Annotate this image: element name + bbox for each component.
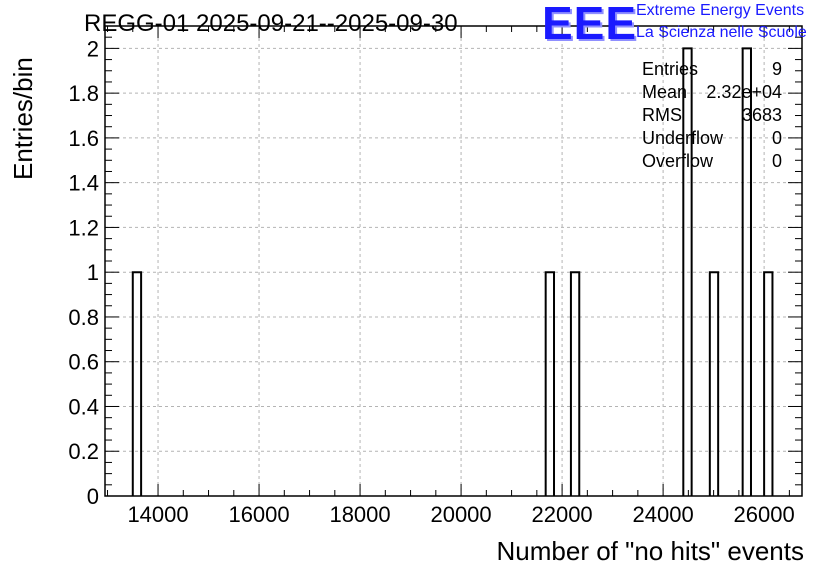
eee-logo: EEE bbox=[542, 0, 638, 49]
stats-row-entries: Entries 9 bbox=[642, 58, 782, 81]
y-tick-label: 1.2 bbox=[68, 215, 99, 240]
x-tick-label: 26000 bbox=[734, 502, 795, 527]
stats-row-overflow: Overflow 0 bbox=[642, 150, 782, 173]
stats-value: 0 bbox=[771, 151, 782, 171]
y-tick-label: 2 bbox=[87, 36, 99, 61]
histogram-bin bbox=[741, 47, 752, 496]
logo-line-2: La Scienza nelle Scuole bbox=[636, 24, 807, 41]
stats-value: 9 bbox=[771, 59, 782, 79]
histogram-bars bbox=[131, 47, 774, 496]
y-tick-label: 1.6 bbox=[68, 126, 99, 151]
stats-value: 0 bbox=[771, 128, 782, 148]
y-tick-label: 0 bbox=[87, 484, 99, 509]
histogram-bin bbox=[708, 271, 720, 496]
y-tick-label: 0.4 bbox=[68, 394, 99, 419]
axes: 14000 16000 18000 20000 22000 24000 26000 0 0.2 0… bbox=[68, 25, 803, 527]
y-tick-label: 0.8 bbox=[68, 305, 99, 330]
stats-key: Overflow bbox=[642, 151, 714, 171]
y-axis-label: Entries/bin bbox=[8, 57, 38, 180]
stats-key: Mean bbox=[642, 82, 688, 102]
y-tick-label: 1.4 bbox=[68, 171, 99, 196]
stats-row-mean: Mean 2.32e+04 bbox=[642, 81, 782, 104]
histogram-bin bbox=[544, 271, 556, 496]
stats-value: 2.32e+04 bbox=[706, 82, 782, 102]
stats-row-underflow: Underflow 0 bbox=[642, 127, 782, 150]
y-tick-label: 0.6 bbox=[68, 350, 99, 375]
histogram-bin bbox=[131, 271, 143, 496]
logo-line-1: Extreme Energy Events bbox=[636, 2, 805, 19]
stats-key: RMS bbox=[642, 105, 682, 125]
stats-key: Underflow bbox=[642, 128, 724, 148]
x-axis-label: Number of "no hits" events bbox=[496, 536, 805, 566]
x-tick-label: 20000 bbox=[430, 502, 491, 527]
stats-row-rms: RMS 3683 bbox=[642, 104, 782, 127]
stats-value: 3683 bbox=[741, 105, 782, 125]
x-tick-label: 24000 bbox=[633, 502, 694, 527]
x-tick-label: 14000 bbox=[127, 502, 188, 527]
chart-title: REGG-01 2025-09-21--2025-09-30 bbox=[84, 10, 458, 37]
x-tick-label: 18000 bbox=[329, 502, 390, 527]
stats-key: Entries bbox=[642, 59, 699, 79]
y-tick-label: 1.8 bbox=[68, 81, 99, 106]
y-tick-label: 0.2 bbox=[68, 439, 99, 464]
histogram-bin bbox=[682, 47, 693, 496]
x-tick-label: 22000 bbox=[531, 502, 592, 527]
grid-layer bbox=[105, 26, 802, 497]
histogram-bin bbox=[569, 271, 581, 496]
histogram-bin bbox=[763, 271, 774, 496]
stats-box: Entries 9 Mean 2.32e+04 RMS 3683 Underfl… bbox=[642, 58, 782, 173]
x-tick-label: 16000 bbox=[228, 502, 289, 527]
y-tick-label: 1 bbox=[87, 260, 99, 285]
